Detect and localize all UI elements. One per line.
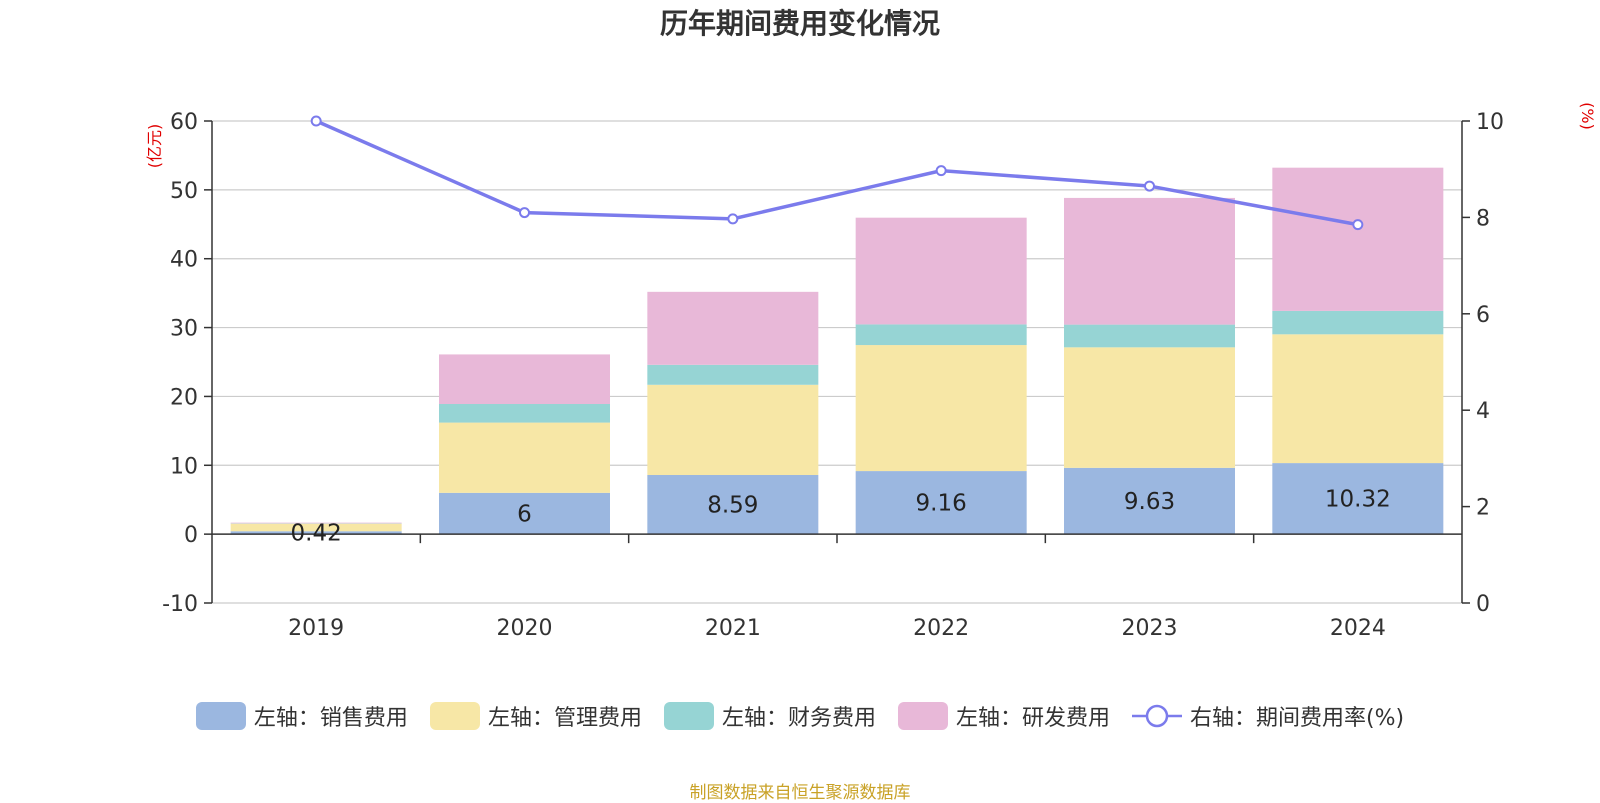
left-tick-label: 40 xyxy=(170,248,198,273)
rate-point xyxy=(728,214,737,223)
legend-line-marker xyxy=(1132,702,1182,730)
data-label: 9.63 xyxy=(1124,489,1175,515)
right-tick-label: 8 xyxy=(1476,206,1490,231)
right-axis-unit: (%) xyxy=(1578,102,1597,130)
bar-segment xyxy=(439,404,610,423)
rate-point xyxy=(937,166,946,175)
bar-segment xyxy=(1272,311,1443,334)
left-tick-label: 60 xyxy=(170,110,198,135)
legend-label: 左轴：管理费用 xyxy=(488,700,642,732)
legend-item[interactable]: 右轴：期间费用率(%) xyxy=(1132,700,1404,732)
legend-swatch xyxy=(196,702,246,730)
legend-item[interactable]: 左轴：研发费用 xyxy=(898,700,1110,732)
right-tick-label: 6 xyxy=(1476,303,1490,328)
data-label: 6 xyxy=(517,501,532,527)
legend-item[interactable]: 左轴：管理费用 xyxy=(430,700,642,732)
bar-segment xyxy=(856,324,1027,345)
legend-swatch xyxy=(430,702,480,730)
right-tick-label: 10 xyxy=(1476,110,1504,135)
left-tick-label: 10 xyxy=(170,454,198,479)
rate-point xyxy=(520,208,529,217)
x-tick-label: 2022 xyxy=(913,616,969,641)
left-axis-unit: (亿元) xyxy=(145,124,164,169)
legend-item[interactable]: 左轴：销售费用 xyxy=(196,700,408,732)
legend: 左轴：销售费用 左轴：管理费用 左轴：财务费用 左轴：研发费用 右轴：期间费用率(%) xyxy=(0,700,1600,732)
bar-segment xyxy=(1272,168,1443,311)
rate-point xyxy=(1353,220,1362,229)
legend-swatch xyxy=(664,702,714,730)
right-tick-label: 4 xyxy=(1476,399,1490,424)
bar-segment xyxy=(647,365,818,385)
data-label: 8.59 xyxy=(707,493,758,519)
source-note: 制图数据来自恒生聚源数据库 xyxy=(0,778,1600,803)
legend-label: 右轴：期间费用率(%) xyxy=(1190,700,1404,732)
left-tick-label: 30 xyxy=(170,317,198,342)
legend-label: 左轴：财务费用 xyxy=(722,700,876,732)
legend-swatch xyxy=(898,702,948,730)
left-tick-label: 0 xyxy=(184,523,198,548)
x-tick-label: 2020 xyxy=(497,616,553,641)
bar-segment xyxy=(647,385,818,475)
bar-segment xyxy=(647,292,818,365)
right-tick-label: 2 xyxy=(1476,496,1490,521)
left-tick-label: -10 xyxy=(162,592,198,617)
bar-segment xyxy=(856,218,1027,325)
legend-label: 左轴：研发费用 xyxy=(956,700,1110,732)
right-tick-label: 0 xyxy=(1476,592,1490,617)
bar-segment xyxy=(1064,347,1235,468)
rate-point xyxy=(1145,182,1154,191)
bar-segment xyxy=(439,423,610,493)
bar-segment xyxy=(1064,325,1235,348)
bar-segment xyxy=(1064,198,1235,325)
bar-segment xyxy=(439,354,610,404)
data-label: 9.16 xyxy=(916,491,967,517)
legend-label: 左轴：销售费用 xyxy=(254,700,408,732)
x-tick-label: 2021 xyxy=(705,616,761,641)
x-tick-label: 2023 xyxy=(1122,616,1178,641)
rate-point xyxy=(312,117,321,126)
data-label: 10.32 xyxy=(1325,487,1391,513)
legend-item[interactable]: 左轴：财务费用 xyxy=(664,700,876,732)
bar-segment xyxy=(856,345,1027,471)
bars xyxy=(231,168,1444,534)
bar-segment xyxy=(1272,334,1443,463)
left-tick-label: 50 xyxy=(170,179,198,204)
x-tick-label: 2024 xyxy=(1330,616,1386,641)
left-tick-label: 20 xyxy=(170,385,198,410)
x-tick-label: 2019 xyxy=(288,616,344,641)
data-label: 0.42 xyxy=(291,521,342,547)
